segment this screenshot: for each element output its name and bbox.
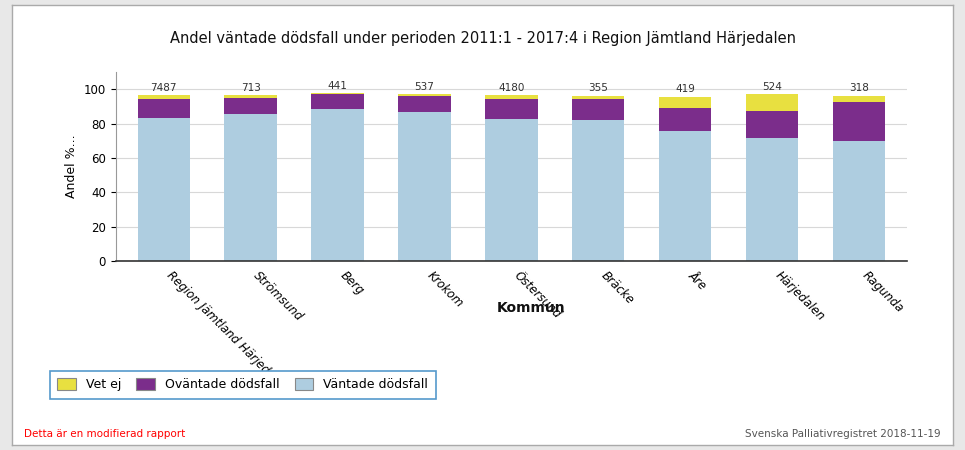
Text: 524: 524 [762, 82, 783, 92]
Bar [485, 119, 538, 261]
Text: 7487: 7487 [151, 83, 177, 93]
Bar [746, 94, 798, 111]
Text: Svenska Palliativregistret 2018-11-19: Svenska Palliativregistret 2018-11-19 [745, 429, 941, 439]
Bar [833, 96, 885, 102]
Text: 419: 419 [676, 84, 696, 94]
Bar [138, 95, 190, 99]
Text: 537: 537 [415, 82, 434, 92]
Text: 441: 441 [327, 81, 347, 91]
Bar [746, 111, 798, 138]
Bar [572, 120, 624, 261]
Bar [659, 131, 711, 261]
Bar [399, 96, 451, 112]
Bar [312, 94, 364, 109]
Legend: Vet ej, Oväntade dödsfall, Väntade dödsfall: Vet ej, Oväntade dödsfall, Väntade dödsf… [49, 371, 436, 399]
Bar [833, 102, 885, 141]
Text: Andel väntade dödsfall under perioden 2011:1 - 2017:4 i Region Jämtland Härjedal: Andel väntade dödsfall under perioden 20… [170, 32, 795, 46]
Bar [225, 114, 277, 261]
Text: 4180: 4180 [498, 83, 525, 93]
Bar [399, 112, 451, 261]
Text: 713: 713 [240, 83, 261, 93]
Bar [312, 109, 364, 261]
Bar [485, 95, 538, 99]
Bar [572, 96, 624, 99]
Bar [399, 94, 451, 96]
Bar [746, 138, 798, 261]
Bar [659, 97, 711, 108]
Text: Kommun: Kommun [496, 301, 565, 315]
Bar [138, 117, 190, 261]
Bar [485, 99, 538, 119]
Y-axis label: Andel %...: Andel %... [66, 135, 78, 198]
Text: Detta är en modifierad rapport: Detta är en modifierad rapport [24, 429, 185, 439]
Bar [572, 99, 624, 120]
Bar [225, 98, 277, 114]
Bar [138, 99, 190, 117]
Bar [225, 95, 277, 98]
Text: 318: 318 [849, 84, 869, 94]
Text: 355: 355 [589, 84, 608, 94]
Bar [659, 108, 711, 131]
Bar [833, 141, 885, 261]
